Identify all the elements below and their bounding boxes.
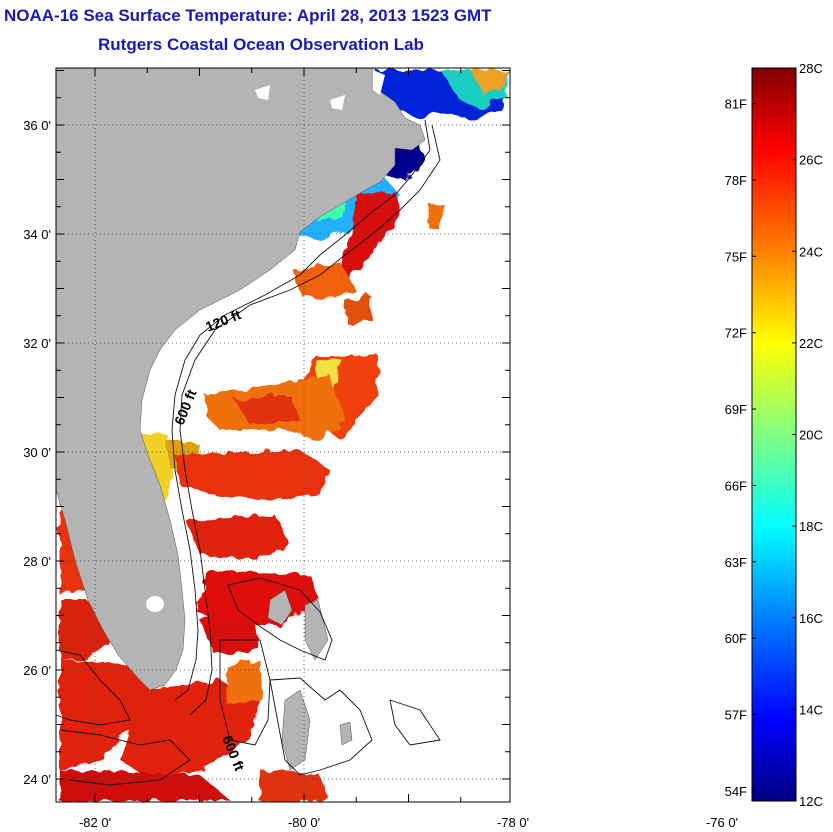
lon-label: -76 0' — [706, 815, 738, 830]
map-title: NOAA-16 Sea Surface Temperature: April 2… — [4, 6, 492, 25]
colorbar-label-c: 20C — [799, 428, 823, 443]
colorbar-fahrenheit-labels: 81F 78F 75F 72F 69F 66F 63F 60F 57F 54F — [725, 97, 747, 799]
lat-label: 36 0' — [23, 118, 51, 133]
colorbar-label-f: 69F — [725, 402, 747, 417]
lat-label: 26 0' — [23, 663, 51, 678]
colorbar-label-c: 22C — [799, 336, 823, 351]
lon-label: -80 0' — [288, 815, 320, 830]
colorbar-label-c: 18C — [799, 519, 823, 534]
lakes — [146, 85, 345, 612]
colorbar-label-c: 28C — [799, 61, 823, 76]
colorbar-label-f: 75F — [725, 249, 747, 264]
colorbar-label-f: 81F — [725, 97, 747, 112]
colorbar-label-c: 16C — [799, 611, 823, 626]
lon-label: -78 0' — [497, 815, 529, 830]
lat-label: 30 0' — [23, 445, 51, 460]
lat-label: 24 0' — [23, 772, 51, 787]
colorbar-gradient — [751, 67, 797, 802]
colorbar-label-c: 12C — [799, 794, 823, 809]
lat-label: 34 0' — [23, 227, 51, 242]
colorbar-label-f: 63F — [725, 555, 747, 570]
land — [56, 68, 426, 771]
colorbar-label-f: 57F — [725, 707, 747, 722]
colorbar-label-c: 26C — [799, 153, 823, 168]
colorbar-label-f: 72F — [725, 326, 747, 341]
colorbar-ticks — [752, 67, 796, 802]
lat-label: 32 0' — [23, 336, 51, 351]
bathymetry-contours — [56, 119, 441, 786]
map-frame — [55, 67, 511, 803]
lat-label: 28 0' — [23, 554, 51, 569]
colorbar-label-c: 14C — [799, 702, 823, 717]
longitude-labels: -82 0'-80 0'-78 0'-76 0'-74 0' — [79, 815, 738, 830]
colorbar-label-c: 24C — [799, 244, 823, 259]
colorbar: 81F 78F 75F 72F 69F 66F 63F 60F 57F 54F 28C 26C 24C… — [725, 61, 823, 809]
latitude-labels: 36 0' 34 0' 32 0' 30 0' 28 0' 26 0' 24 0' — [23, 118, 51, 787]
colorbar-label-f: 54F — [725, 784, 747, 799]
colorbar-label-f: 60F — [725, 631, 747, 646]
lon-label: -82 0' — [79, 815, 111, 830]
colorbar-celsius-labels: 28C 26C 24C 22C 20C 18C 16C 14C 12C — [799, 61, 823, 809]
colorbar-label-f: 78F — [725, 173, 747, 188]
map-subtitle: Rutgers Coastal Ocean Observation Lab — [98, 35, 424, 54]
colorbar-label-f: 66F — [725, 478, 747, 493]
axis-ticks — [56, 68, 510, 802]
